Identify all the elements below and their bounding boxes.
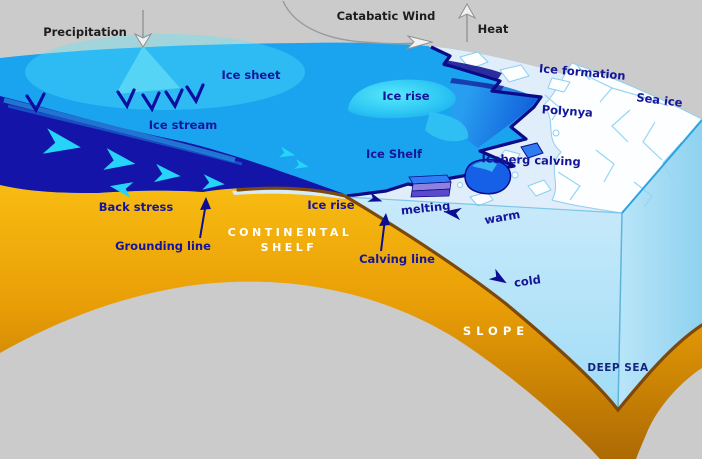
iceberg-calving-label: Iceberg calving [481, 151, 581, 168]
ocean-side-face [618, 120, 702, 410]
slope-label: SLOPE [463, 324, 529, 338]
ice-floe [511, 171, 519, 179]
arrowhead-icon [379, 213, 390, 226]
shelf-front-shadow-2 [450, 78, 504, 91]
cold-label: cold [513, 272, 542, 290]
ice-floe [457, 182, 463, 188]
precipitation-arrow [133, 10, 153, 48]
grounding-line-arrow [199, 197, 211, 239]
continental-shelf-land [0, 185, 702, 459]
ice-stream-label: Ice stream [149, 118, 217, 132]
iceberg [464, 158, 512, 195]
ice-rise-lower-label: Ice rise [307, 198, 354, 212]
iceberg-highlight [472, 161, 497, 172]
arrowhead-icon [405, 35, 434, 50]
warm-label: warm [483, 207, 521, 227]
ice-shelf-label: Ice Shelf [366, 147, 423, 161]
ice-rise-dome [347, 79, 456, 119]
ice-stream-shear-shadow [7, 104, 243, 166]
ocean-front-face [345, 196, 622, 410]
back-stress-label: Back stress [99, 200, 174, 214]
ice-floe [552, 129, 560, 137]
waterline-edge [344, 196, 623, 214]
sea-ice-label: Sea ice [636, 90, 684, 110]
melting-block-bottom [410, 188, 451, 198]
ice-floe [499, 64, 530, 83]
heat-arrow [457, 2, 477, 42]
shelf-front-shadow-1 [443, 60, 502, 79]
arrowhead-icon [133, 32, 153, 48]
ice-rise-flank [425, 112, 469, 142]
catabatic-wind-arrow [282, 0, 434, 50]
continental-shelf-label-line2: SHELF [261, 241, 318, 254]
seabed-edge-line [236, 186, 702, 413]
ice-rise-upper-label: Ice rise [382, 89, 429, 103]
ice-floe [498, 149, 521, 164]
iceberg-small [520, 142, 544, 159]
block-corner-edge [617, 212, 623, 411]
floe-crack-lines [544, 62, 683, 208]
catabatic-wind-label: Catabatic Wind [337, 9, 436, 23]
calving-line-arrow [379, 213, 390, 252]
melting-iceberg-block [408, 174, 452, 198]
grounding-line-label: Grounding line [115, 239, 211, 253]
melting-label: melting [400, 198, 451, 217]
polynya-label: Polynya [541, 102, 593, 120]
calving-line-label: Calving line [359, 252, 435, 266]
arrowhead-icon [457, 2, 477, 20]
ice-stream-inflow-chevrons [25, 83, 205, 114]
side-face-top-edge [621, 119, 702, 214]
precipitation-label: Precipitation [43, 25, 127, 39]
deep-sea-label: DEEP SEA [587, 362, 649, 374]
heat-label: Heat [478, 22, 509, 36]
precipitation-beam-highlight [116, 46, 180, 94]
ice-floe [527, 179, 552, 197]
ice-sheet-label: Ice sheet [221, 68, 281, 82]
ice-stream-shear-highlight [3, 97, 236, 163]
continental-shelf-label-line1: CONTINENTAL [228, 226, 353, 239]
arrowhead-icon [200, 197, 211, 210]
pack-ice-floes [441, 51, 702, 214]
ice-floe [547, 77, 571, 93]
pack-ice-mass [542, 62, 702, 214]
